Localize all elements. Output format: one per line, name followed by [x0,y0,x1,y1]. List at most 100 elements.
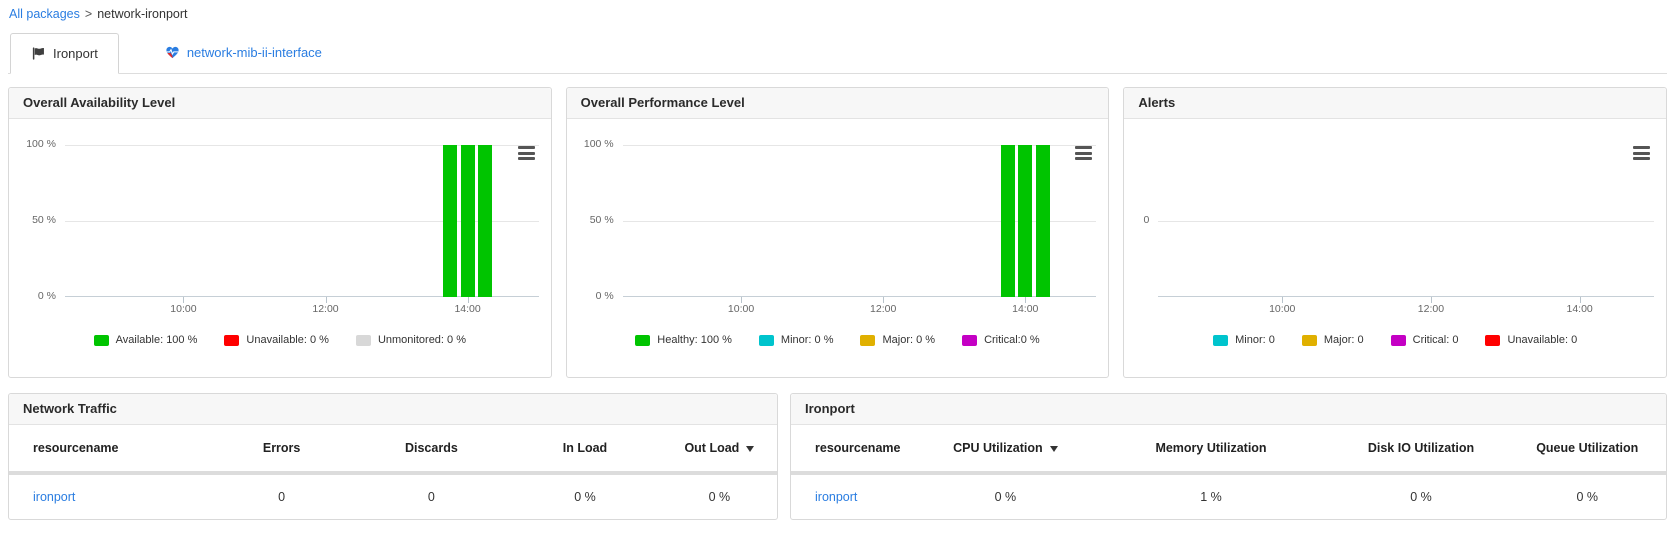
legend-label: Critical: 0 [1412,334,1459,346]
legend-label: Minor: 0 [1235,334,1275,346]
column-header-resourcename[interactable]: resourcename [791,425,923,475]
x-axis-tick [183,297,185,303]
resource-link[interactable]: ironport [815,490,858,504]
table-row: ironport 0 % 1 % 0 % 0 % [791,473,1666,519]
x-axis-label: 12:00 [870,303,897,315]
x-axis-tick [741,297,743,303]
column-header-disk-io-utilization[interactable]: Disk IO Utilization [1333,425,1509,475]
x-axis-label: 12:00 [1417,303,1445,315]
tables-row: Network Traffic resourcename Errors Discar… [8,393,1667,520]
legend-item[interactable]: Available: 100 % [93,334,198,346]
legend-swatch [1213,334,1229,346]
legend-item[interactable]: Critical:0 % [962,334,1040,346]
legend-label: Healthy: 100 % [657,334,732,346]
chart-bar[interactable] [1036,145,1051,297]
y-gridline [622,145,1097,146]
x-axis-tick [467,297,469,303]
legend-item[interactable]: Unavailable: 0 % [224,334,329,346]
column-header-memory-utilization[interactable]: Memory Utilization [1088,425,1334,475]
legend-item[interactable]: Major: 0 % [860,334,935,346]
breadcrumb-all-packages-link[interactable]: All packages [9,7,80,21]
resource-link[interactable]: ironport [33,490,76,504]
y-gridline [1158,221,1654,222]
availability-panel: Overall Availability Level 10:00 12:00 14:… [8,87,552,378]
chart-legend: Minor: 0 Major: 0 Critical: 0 Unavailable: … [1124,334,1666,346]
sort-desc-icon [746,445,755,452]
tab-network-mib-ii-interface-label: network-mib-ii-interface [186,45,322,60]
chart-bar[interactable] [478,145,493,297]
x-axis-line [65,296,539,297]
table-cell: 0 % [994,490,1017,504]
table-cell: 0 % [1410,490,1432,504]
table-cell: 0 % [708,490,731,504]
legend-label: Minor: 0 % [780,334,834,346]
legend-label: Available: 100 % [115,334,198,346]
legend-label: Unmonitored: 0 % [377,334,466,346]
x-axis-tick [883,297,885,303]
table-row: ironport 0 0 0 % 0 % [9,473,777,519]
table-cell: 0 % [574,490,596,504]
table-cell: 0 % [1576,490,1599,504]
legend-item[interactable]: Unavailable: 0 [1485,334,1577,346]
column-header-discards[interactable]: Discards [354,425,509,475]
panel-title: Alerts [1124,88,1666,119]
y-gridline [65,145,539,146]
legend-swatch [635,334,651,346]
column-header-resourcename[interactable]: resourcename [9,425,209,475]
legend-item[interactable]: Healthy: 100 % [635,334,732,346]
y-gridline [622,221,1097,222]
legend-label: Unavailable: 0 % [246,334,329,346]
legend-swatch [1301,334,1317,346]
column-header-errors[interactable]: Errors [208,425,355,475]
chart-menu-icon[interactable] [517,146,535,163]
breadcrumb-current: network-ironport [97,7,188,21]
chart-menu-icon[interactable] [1075,146,1093,163]
network-traffic-panel: Network Traffic resourcename Errors Discar… [8,393,778,520]
legend-swatch [224,334,240,346]
chart-plot: 10:00 12:00 14:00 [1158,145,1654,315]
x-axis-label: 10:00 [727,303,755,315]
legend-swatch [355,334,371,346]
performance-chart: 10:00 12:00 14:00 100 % 50 % 0 % Healthy: 100… [567,119,1109,377]
legend-label: Unavailable: 0 [1507,334,1578,346]
x-axis-label: 14:00 [454,303,481,315]
y-axis-label: 0 % [37,290,56,302]
chart-bar[interactable] [442,145,457,297]
ironport-table: resourcename CPU Utilization Memory Utiliz… [791,425,1666,519]
legend-item[interactable]: Minor: 0 % [758,334,834,346]
legend-item[interactable]: Major: 0 [1301,334,1364,346]
network-traffic-table: resourcename Errors Discards In Load Out Loa… [9,425,777,519]
tab-ironport[interactable]: Ironport [10,33,119,74]
legend-item[interactable]: Minor: 0 [1213,334,1275,346]
flag-icon [31,46,46,61]
column-header-out-load[interactable]: Out Load [661,425,777,475]
legend-label: Major: 0 % [882,334,936,346]
table-cell: 0 [278,490,286,504]
x-axis-label: 10:00 [170,303,197,315]
y-axis-label: 0 [1143,214,1150,226]
chart-bar[interactable] [1000,145,1015,297]
column-header-in-load[interactable]: In Load [508,425,662,475]
column-header-cpu-utilization[interactable]: CPU Utilization [922,425,1089,475]
tab-network-mib-ii-interface[interactable]: network-mib-ii-interface [145,32,342,73]
chart-bar[interactable] [1018,145,1033,297]
x-axis-line [622,296,1097,297]
y-axis-label: 50 % [589,214,614,226]
legend-swatch [860,334,876,346]
x-axis-line [1158,296,1654,297]
x-axis-label: 14:00 [1566,303,1593,315]
column-header-queue-utilization[interactable]: Queue Utilization [1508,425,1666,475]
legend-item[interactable]: Critical: 0 [1390,334,1459,346]
chart-bar[interactable] [460,145,475,297]
chart-plot: 10:00 12:00 14:00 [622,145,1097,315]
legend-item[interactable]: Unmonitored: 0 % [355,334,466,346]
heart-pulse-icon [165,45,180,60]
y-gridline [65,221,539,222]
table-cell: ironport [791,473,922,519]
x-axis-tick [1282,297,1284,303]
x-axis-label: 12:00 [312,303,339,315]
chart-legend: Healthy: 100 % Minor: 0 % Major: 0 % Critic… [567,334,1109,346]
chart-menu-icon[interactable] [1633,146,1650,163]
x-axis-tick [1430,297,1432,303]
breadcrumb-separator: > [84,7,93,21]
